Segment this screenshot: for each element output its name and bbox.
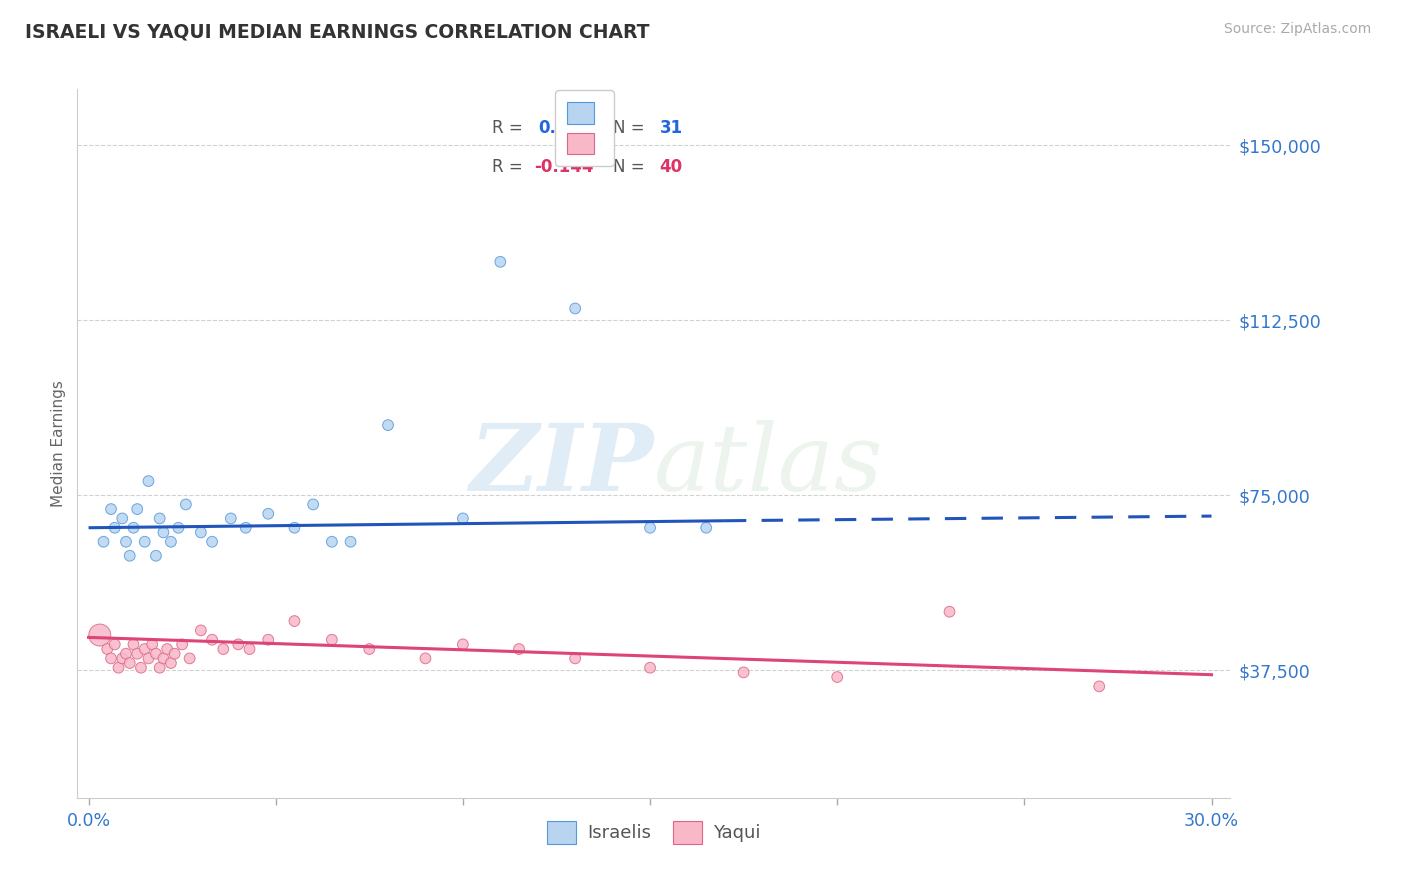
Point [107,661,129,675]
Point [190,525,212,540]
Point [115,534,138,549]
Legend: Israelis, Yaqui: Israelis, Yaqui [538,812,769,853]
Point [111,511,134,525]
Point [118,656,141,670]
Point [104,637,127,651]
Point [167,521,190,535]
Point [219,511,242,525]
Point [359,642,381,657]
Y-axis label: Median Earnings: Median Earnings [51,380,66,508]
Point [179,651,201,665]
Point [638,661,661,675]
Point [377,418,399,433]
Point [415,651,437,665]
Text: N =: N = [613,158,651,177]
Point [733,665,755,680]
Text: R =: R = [492,120,529,137]
Point [96,642,118,657]
Point [321,534,343,549]
Point [127,502,149,516]
Point [149,511,172,525]
Point [138,474,160,488]
Point [226,637,249,651]
Text: atlas: atlas [654,420,883,510]
Point [118,549,141,563]
Text: N =: N = [613,120,651,137]
Point [160,656,183,670]
Point [283,521,305,535]
Point [129,661,152,675]
Text: 0.021: 0.021 [538,120,591,137]
Point [339,534,361,549]
Point [190,624,212,638]
Point [100,502,122,516]
Point [257,632,280,647]
Point [564,301,586,316]
Point [141,637,163,651]
Point [508,642,530,657]
Point [638,521,661,535]
Point [235,521,257,535]
Text: ZIP: ZIP [470,420,654,510]
Text: 31: 31 [659,120,683,137]
Point [172,637,194,651]
Point [302,497,325,511]
Point [283,614,305,628]
Point [257,507,280,521]
Point [160,534,183,549]
Point [156,642,179,657]
Point [93,534,115,549]
Text: ISRAELI VS YAQUI MEDIAN EARNINGS CORRELATION CHART: ISRAELI VS YAQUI MEDIAN EARNINGS CORRELA… [25,22,650,41]
Point [489,255,512,269]
Point [134,534,156,549]
Point [122,521,145,535]
Text: -0.144: -0.144 [534,158,593,177]
Point [174,497,197,511]
Point [89,628,111,642]
Point [201,534,224,549]
Point [145,549,167,563]
Point [321,632,343,647]
Point [238,642,260,657]
Point [695,521,717,535]
Point [152,651,174,665]
Point [564,651,586,665]
Point [163,647,186,661]
Text: 40: 40 [659,158,683,177]
Point [451,511,474,525]
Point [201,632,224,647]
Point [451,637,474,651]
Point [1088,679,1111,693]
Text: R =: R = [492,158,529,177]
Point [149,661,172,675]
Point [825,670,848,684]
Point [111,651,134,665]
Point [938,605,960,619]
Point [122,637,145,651]
Point [127,647,149,661]
Point [212,642,235,657]
Point [134,642,156,657]
Point [138,651,160,665]
Point [145,647,167,661]
Point [152,525,174,540]
Point [100,651,122,665]
Point [115,647,138,661]
Point [104,521,127,535]
Text: Source: ZipAtlas.com: Source: ZipAtlas.com [1223,22,1371,37]
